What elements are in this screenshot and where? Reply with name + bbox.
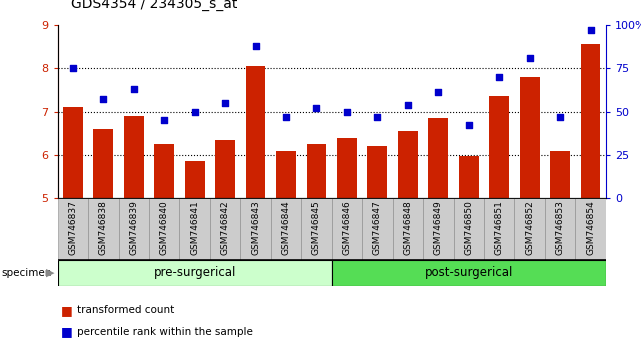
Point <box>403 102 413 107</box>
Text: GSM746847: GSM746847 <box>373 200 382 255</box>
Bar <box>337 137 357 198</box>
Text: post-surgerical: post-surgerical <box>424 267 513 279</box>
Bar <box>489 96 509 198</box>
Bar <box>124 116 144 198</box>
Text: GSM746846: GSM746846 <box>342 200 351 255</box>
Bar <box>276 150 296 198</box>
Text: GDS4354 / 234305_s_at: GDS4354 / 234305_s_at <box>71 0 237 11</box>
Text: GSM746840: GSM746840 <box>160 200 169 255</box>
Point <box>129 86 139 92</box>
Text: pre-surgerical: pre-surgerical <box>153 267 236 279</box>
Bar <box>306 144 326 198</box>
Bar <box>392 198 423 260</box>
Point <box>342 109 352 114</box>
Point <box>494 74 504 80</box>
Point <box>251 43 261 48</box>
Bar <box>581 44 601 198</box>
Text: GSM746849: GSM746849 <box>434 200 443 255</box>
Bar <box>520 77 540 198</box>
Point <box>433 90 444 95</box>
Text: percentile rank within the sample: percentile rank within the sample <box>77 327 253 337</box>
Bar <box>459 156 479 198</box>
Text: GSM746844: GSM746844 <box>281 200 290 255</box>
Point <box>98 97 108 102</box>
Bar <box>367 146 387 198</box>
Text: GSM746845: GSM746845 <box>312 200 321 255</box>
Bar <box>94 129 113 198</box>
Bar <box>215 140 235 198</box>
Text: transformed count: transformed count <box>77 306 174 315</box>
Bar <box>545 198 576 260</box>
Point <box>463 122 474 128</box>
Text: specimen: specimen <box>1 268 52 278</box>
Bar <box>210 198 240 260</box>
Text: ■: ■ <box>61 325 72 338</box>
Point <box>524 55 535 61</box>
Bar <box>58 260 332 286</box>
Bar <box>484 198 515 260</box>
Bar <box>63 107 83 198</box>
Text: GSM746848: GSM746848 <box>403 200 412 255</box>
Point <box>220 100 230 106</box>
Bar <box>58 198 88 260</box>
Text: GSM746842: GSM746842 <box>221 200 229 255</box>
Bar <box>154 144 174 198</box>
Text: GSM746841: GSM746841 <box>190 200 199 255</box>
Bar <box>428 118 448 198</box>
Text: GSM746850: GSM746850 <box>464 200 473 255</box>
Bar <box>149 198 179 260</box>
Bar <box>301 198 332 260</box>
Bar <box>179 198 210 260</box>
Point <box>159 118 169 123</box>
Text: GSM746852: GSM746852 <box>525 200 534 255</box>
Text: GSM746839: GSM746839 <box>129 200 138 255</box>
Point <box>372 114 383 120</box>
Text: ■: ■ <box>61 304 72 317</box>
Bar <box>515 198 545 260</box>
Point <box>585 27 595 33</box>
Bar <box>454 198 484 260</box>
Text: ▶: ▶ <box>46 268 54 278</box>
Bar <box>398 131 418 198</box>
Bar <box>271 198 301 260</box>
Point <box>68 65 78 71</box>
Text: GSM746837: GSM746837 <box>69 200 78 255</box>
Bar <box>576 198 606 260</box>
Text: GSM746854: GSM746854 <box>586 200 595 255</box>
Bar <box>88 198 119 260</box>
Bar <box>246 66 265 198</box>
Text: GSM746851: GSM746851 <box>495 200 504 255</box>
Point <box>555 114 565 120</box>
Text: GSM746838: GSM746838 <box>99 200 108 255</box>
Bar <box>185 161 204 198</box>
Bar <box>240 198 271 260</box>
Bar <box>423 198 454 260</box>
Bar <box>362 198 392 260</box>
Bar <box>550 150 570 198</box>
Bar <box>119 198 149 260</box>
Text: GSM746853: GSM746853 <box>556 200 565 255</box>
Point <box>281 114 291 120</box>
Point <box>190 109 200 114</box>
Point <box>312 105 322 111</box>
Bar <box>332 260 606 286</box>
Bar <box>332 198 362 260</box>
Text: GSM746843: GSM746843 <box>251 200 260 255</box>
